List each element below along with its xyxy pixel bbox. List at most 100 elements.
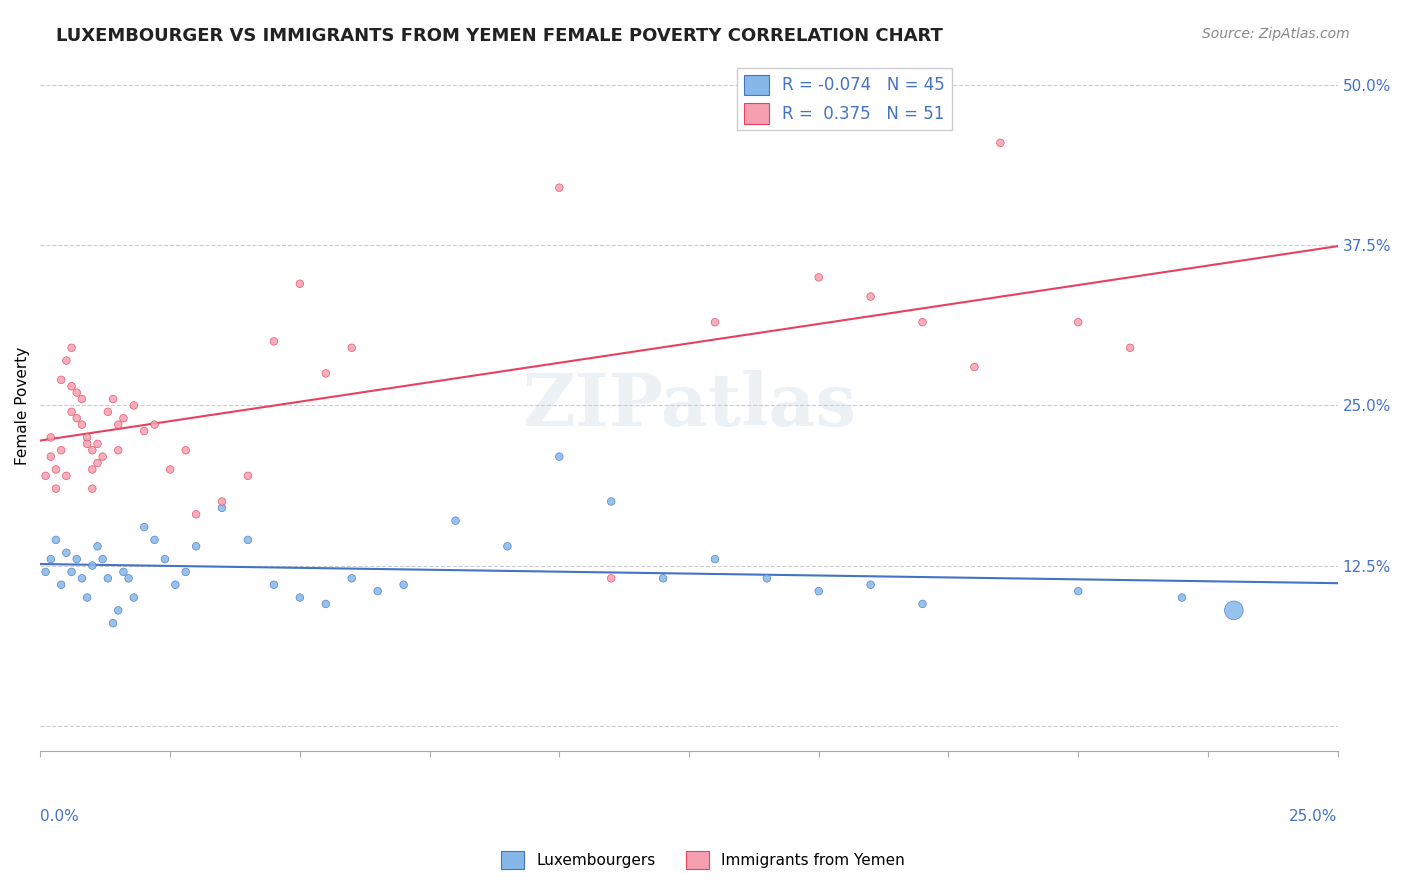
Point [315,367,337,381]
Point [107,603,129,617]
Point [807,270,830,285]
Point [1067,315,1090,329]
Point [97,571,120,585]
Text: LUXEMBOURGER VS IMMIGRANTS FROM YEMEN FEMALE POVERTY CORRELATION CHART: LUXEMBOURGER VS IMMIGRANTS FROM YEMEN FE… [56,27,943,45]
Point [704,552,727,566]
Point [76,430,98,444]
Point [600,494,623,508]
Point [288,277,311,291]
Point [86,539,108,553]
Point [340,571,363,585]
Point [159,462,181,476]
Point [143,417,166,432]
Point [263,334,285,349]
Point [184,508,207,522]
Point [236,533,259,547]
Point [548,450,571,464]
Point [66,385,89,400]
Text: Source: ZipAtlas.com: Source: ZipAtlas.com [1202,27,1350,41]
Point [165,578,187,592]
Point [1119,341,1142,355]
Point [76,437,98,451]
Point [988,136,1011,150]
Y-axis label: Female Poverty: Female Poverty [15,346,30,465]
Point [340,341,363,355]
Point [101,616,124,631]
Point [39,552,62,566]
Point [66,552,89,566]
Point [60,405,83,419]
Point [263,578,285,592]
Point [70,392,93,406]
Point [174,565,197,579]
Point [288,591,311,605]
Point [652,571,675,585]
Point [859,289,882,303]
Point [134,520,156,534]
Point [91,450,114,464]
Point [55,353,77,368]
Legend: R = -0.074   N = 45, R =  0.375   N = 51: R = -0.074 N = 45, R = 0.375 N = 51 [738,68,952,130]
Point [174,443,197,458]
Point [45,533,67,547]
Point [807,584,830,599]
Point [76,591,98,605]
Point [704,315,727,329]
Point [911,597,934,611]
Point [755,571,778,585]
Point [107,443,129,458]
Point [39,430,62,444]
Point [91,552,114,566]
Point [112,565,135,579]
Legend: Luxembourgers, Immigrants from Yemen: Luxembourgers, Immigrants from Yemen [495,845,911,875]
Point [122,591,145,605]
Point [51,578,73,592]
Point [82,462,104,476]
Point [184,539,207,553]
Point [1067,584,1090,599]
Point [51,373,73,387]
Point [101,392,124,406]
Point [496,539,519,553]
Point [548,180,571,194]
Point [153,552,176,566]
Point [112,411,135,425]
Point [39,450,62,464]
Point [963,359,986,374]
Point [60,341,83,355]
Point [82,482,104,496]
Point [134,424,156,438]
Text: 0.0%: 0.0% [41,809,79,824]
Point [34,565,56,579]
Point [60,565,83,579]
Point [66,411,89,425]
Point [444,514,467,528]
Point [55,546,77,560]
Text: 25.0%: 25.0% [1289,809,1337,824]
Point [70,571,93,585]
Point [211,494,233,508]
Point [1223,603,1246,617]
Point [45,482,67,496]
Point [60,379,83,393]
Point [55,468,77,483]
Point [107,417,129,432]
Point [82,443,104,458]
Text: ZIPatlas: ZIPatlas [522,370,856,441]
Point [122,399,145,413]
Point [97,405,120,419]
Point [70,417,93,432]
Point [86,456,108,470]
Point [211,500,233,515]
Point [315,597,337,611]
Point [82,558,104,573]
Point [51,443,73,458]
Point [45,462,67,476]
Point [86,437,108,451]
Point [392,578,415,592]
Point [34,468,56,483]
Point [117,571,139,585]
Point [911,315,934,329]
Point [143,533,166,547]
Point [367,584,389,599]
